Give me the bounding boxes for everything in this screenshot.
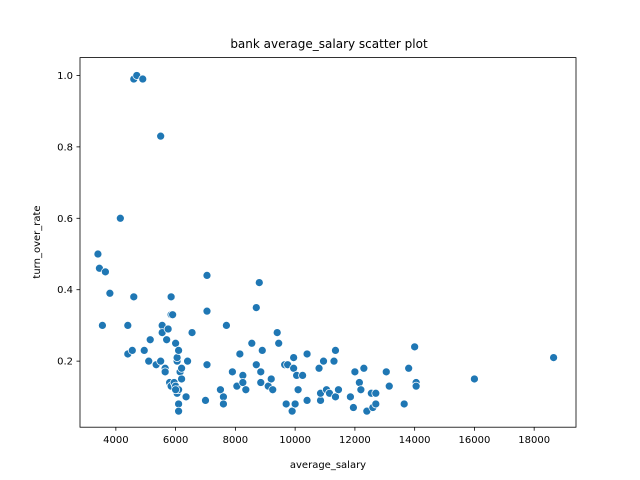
data-point [247, 338, 257, 348]
data-point [272, 328, 282, 337]
data-point [181, 392, 191, 402]
data-point [219, 399, 228, 409]
data-point [314, 363, 324, 373]
data-point [289, 353, 299, 362]
x-tick-label: 4000 [103, 435, 128, 446]
data-point [202, 360, 212, 370]
data-point [256, 367, 266, 377]
data-point [174, 406, 183, 416]
data-point [160, 367, 170, 377]
data-point [138, 74, 148, 84]
data-point [298, 371, 307, 380]
data-point [354, 378, 364, 387]
data-point [241, 385, 251, 395]
data-point [350, 367, 360, 377]
data-point [183, 356, 192, 366]
data-point [156, 131, 166, 141]
data-point [329, 356, 339, 366]
data-point [162, 335, 172, 345]
x-tick-label: 12000 [339, 435, 371, 446]
x-tick-label: 10000 [279, 435, 311, 446]
data-point [274, 338, 284, 348]
data-point [201, 396, 210, 405]
data-point [371, 388, 381, 398]
data-point [257, 346, 267, 355]
data-point [144, 356, 154, 366]
data-point [268, 385, 278, 395]
data-point [371, 399, 381, 409]
y-tick-label: 1.0 [57, 71, 73, 82]
x-axis-ticks: 4000 6000 8000 10000 12000 14000 16000 18000 [103, 427, 550, 446]
data-point [281, 399, 291, 409]
data-point [105, 288, 115, 298]
data-point [404, 363, 414, 373]
data-point [251, 360, 261, 370]
data-point [129, 292, 139, 302]
data-point [177, 374, 186, 384]
data-point [319, 356, 328, 366]
data-point [251, 303, 261, 312]
chart-title: bank average_salary scatter plot [230, 37, 428, 51]
data-point [174, 346, 183, 355]
data-points [93, 71, 558, 416]
data-point [177, 363, 186, 373]
data-point [115, 213, 125, 223]
data-point [254, 278, 264, 287]
data-point [381, 367, 391, 377]
data-point [346, 392, 355, 402]
data-point [187, 328, 197, 337]
data-point [163, 324, 173, 334]
x-axis-label: average_salary [290, 460, 366, 471]
x-tick-label: 6000 [163, 435, 188, 446]
data-point [171, 385, 180, 395]
data-point [202, 271, 212, 280]
data-point [256, 378, 266, 387]
data-point [172, 353, 182, 362]
data-point [235, 349, 245, 359]
data-point [139, 346, 149, 355]
data-point [93, 249, 103, 259]
data-point [410, 342, 420, 352]
data-point [293, 385, 303, 395]
data-point [349, 403, 358, 412]
y-tick-label: 0.6 [57, 214, 73, 225]
y-tick-label: 0.2 [57, 357, 73, 368]
data-point [228, 367, 237, 377]
data-point [331, 346, 340, 355]
x-tick-label: 14000 [399, 435, 431, 446]
x-tick-label: 18000 [518, 435, 550, 446]
y-tick-label: 0.4 [57, 285, 73, 296]
data-point [411, 381, 421, 391]
data-point [549, 353, 558, 362]
data-point [166, 292, 176, 302]
y-axis-label: turn_over_rate [32, 205, 43, 278]
data-point [399, 399, 409, 409]
data-point [470, 374, 479, 384]
plot-frame [79, 57, 577, 428]
data-point [98, 321, 107, 330]
y-axis-ticks: 0.2 0.4 0.6 0.8 1.0 [57, 71, 80, 368]
data-point [127, 346, 137, 355]
x-tick-label: 16000 [459, 435, 491, 446]
data-point [302, 396, 312, 405]
data-point [302, 349, 312, 359]
data-point [168, 310, 178, 320]
data-point [290, 399, 300, 409]
data-point [145, 335, 155, 345]
data-point [356, 385, 366, 395]
data-point [123, 321, 133, 330]
x-tick-label: 8000 [223, 435, 248, 446]
y-tick-label: 0.8 [57, 142, 73, 153]
data-point [266, 374, 276, 384]
data-point [359, 363, 369, 373]
data-point [222, 321, 231, 330]
data-point [334, 385, 343, 395]
data-point [384, 381, 394, 391]
data-point [156, 356, 166, 366]
data-point [202, 306, 212, 316]
data-point [101, 267, 110, 277]
